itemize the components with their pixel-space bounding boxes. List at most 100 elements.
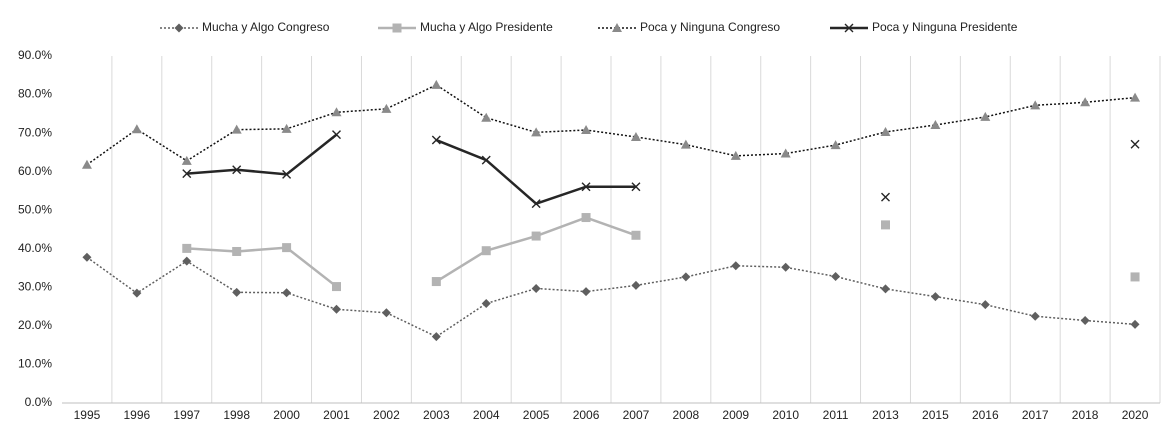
series-line <box>86 256 1136 338</box>
marker <box>631 280 641 290</box>
marker <box>232 246 242 256</box>
marker <box>731 261 741 271</box>
marker <box>131 124 142 134</box>
series-line <box>186 133 338 176</box>
y-tick-label: 20.0% <box>18 318 52 332</box>
series-line <box>435 138 636 206</box>
marker <box>431 332 441 342</box>
marker <box>81 159 92 169</box>
marker <box>182 243 192 253</box>
legend-label: Poca y Ninguna Congreso <box>640 20 780 34</box>
marker <box>431 277 441 287</box>
y-tick-label: 50.0% <box>18 202 52 216</box>
x-tick-label: 2015 <box>922 408 949 422</box>
legend-label: Mucha y Algo Congreso <box>202 20 330 34</box>
x-tick-label: 2020 <box>1122 408 1149 422</box>
y-tick-label: 90.0% <box>18 48 52 62</box>
x-tick-label: 1998 <box>223 408 250 422</box>
marker <box>1130 272 1140 282</box>
x-tick-label: 2001 <box>323 408 350 422</box>
series-line <box>186 246 338 288</box>
marker <box>1080 315 1090 325</box>
x-tick-label: 2006 <box>573 408 600 422</box>
marker <box>332 282 341 292</box>
marker <box>232 165 242 175</box>
marker <box>481 112 492 122</box>
marker <box>82 252 92 262</box>
series-line <box>435 216 637 283</box>
x-tick-label: 2008 <box>673 408 700 422</box>
marker <box>1030 100 1041 110</box>
marker <box>182 256 192 266</box>
x-tick-label: 2009 <box>722 408 749 422</box>
marker <box>531 283 541 293</box>
marker <box>282 169 292 179</box>
marker <box>631 182 641 192</box>
x-tick-label: 2017 <box>1022 408 1049 422</box>
x-tick-label: 2011 <box>823 408 849 422</box>
marker <box>1130 319 1140 329</box>
marker <box>481 246 491 256</box>
legend-marker <box>844 23 854 33</box>
marker <box>282 243 292 253</box>
series-line <box>86 84 1136 166</box>
marker <box>930 120 941 130</box>
marker <box>431 79 442 89</box>
marker <box>581 182 591 192</box>
marker <box>331 107 342 117</box>
marker <box>730 150 741 160</box>
marker <box>781 262 791 272</box>
x-tick-label: 1996 <box>124 408 151 422</box>
x-tick-label: 2013 <box>872 408 899 422</box>
marker <box>681 272 691 282</box>
x-tick-label: 1995 <box>74 408 101 422</box>
marker <box>531 199 541 209</box>
marker <box>880 126 891 136</box>
x-tick-label: 2010 <box>772 408 799 422</box>
marker <box>631 230 641 240</box>
x-tick-label: 2005 <box>523 408 550 422</box>
marker <box>581 287 591 297</box>
marker <box>332 304 341 314</box>
y-tick-label: 30.0% <box>18 280 52 294</box>
marker <box>232 287 242 297</box>
marker <box>930 292 940 302</box>
y-tick-label: 60.0% <box>18 164 52 178</box>
legend-marker <box>174 23 184 33</box>
marker <box>630 131 641 141</box>
marker <box>780 148 791 158</box>
marker <box>181 155 192 165</box>
marker <box>481 299 491 309</box>
marker <box>282 288 292 298</box>
marker <box>431 135 441 145</box>
legend-label: Mucha y Algo Presidente <box>420 20 553 34</box>
y-tick-label: 10.0% <box>18 357 52 371</box>
marker <box>381 103 392 113</box>
x-tick-label: 2002 <box>373 408 400 422</box>
marker <box>381 308 391 318</box>
marker <box>830 140 841 150</box>
marker <box>231 124 242 134</box>
marker <box>332 130 341 140</box>
x-tick-label: 2016 <box>972 408 999 422</box>
marker <box>531 127 542 137</box>
y-tick-label: 80.0% <box>18 87 52 101</box>
x-tick-label: 2000 <box>273 408 300 422</box>
legend-marker <box>612 23 622 32</box>
y-tick-label: 70.0% <box>18 125 52 139</box>
x-tick-label: 2007 <box>623 408 650 422</box>
marker <box>132 288 142 298</box>
marker <box>881 192 890 202</box>
marker <box>881 284 890 294</box>
marker <box>531 231 541 241</box>
marker <box>1030 311 1040 321</box>
x-tick-label: 1997 <box>173 408 200 422</box>
x-tick-label: 2018 <box>1072 408 1099 422</box>
x-tick-label: 2004 <box>473 408 500 422</box>
marker <box>281 123 292 133</box>
marker <box>1130 92 1141 102</box>
y-tick-label: 40.0% <box>18 241 52 255</box>
marker <box>980 111 991 121</box>
marker <box>680 139 691 149</box>
marker <box>481 155 491 165</box>
